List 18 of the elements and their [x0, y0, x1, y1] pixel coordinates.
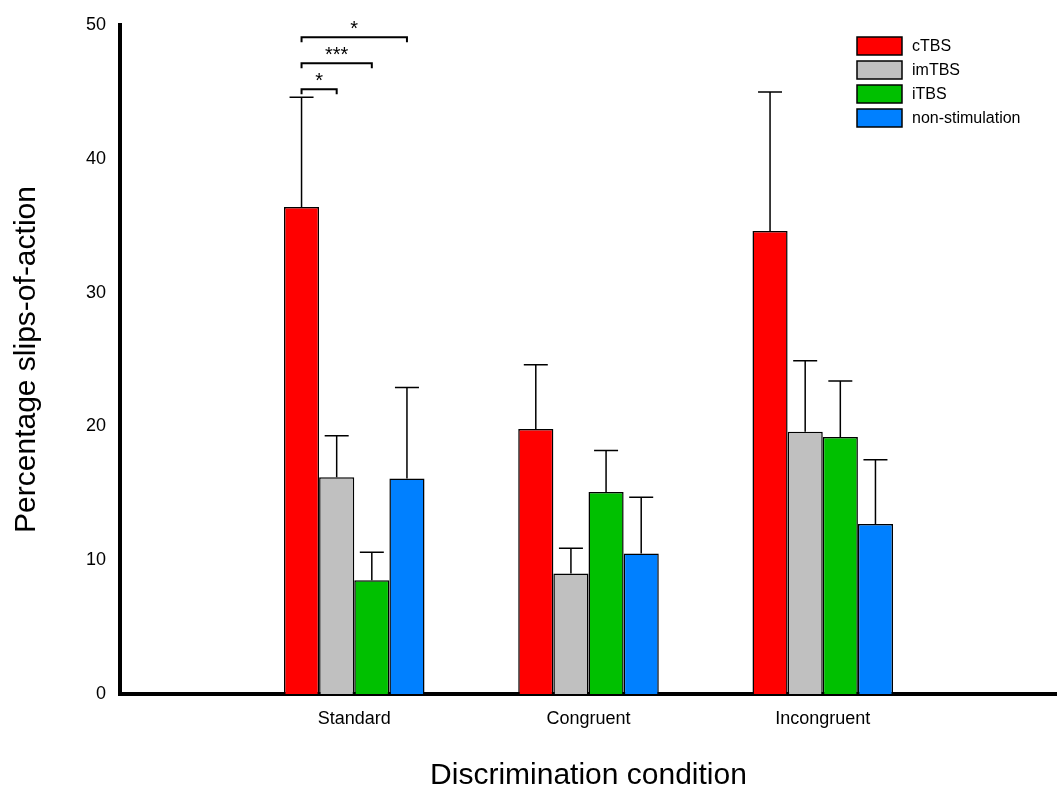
legend-label: iTBS — [912, 85, 947, 103]
x-tick-label: Congruent — [546, 707, 631, 728]
x-tick-label: Incongruent — [775, 707, 871, 728]
y-tick-label: 30 — [85, 281, 106, 302]
y-tick-label: 10 — [85, 549, 106, 570]
y-tick-label: 40 — [85, 147, 106, 168]
annotation: * — [315, 68, 324, 91]
legend-label: cTBS — [912, 37, 952, 55]
x-axis-title: Discrimination condition — [430, 757, 747, 791]
x-tick-label: Standard — [317, 707, 391, 728]
y-tick-label: 20 — [85, 415, 106, 436]
annotation: * — [350, 16, 359, 39]
y-axis-title: Percentage slips-of-action — [8, 186, 42, 533]
annotation: *** — [325, 42, 349, 65]
y-tick-label: 0 — [95, 682, 106, 703]
legend-label: imTBS — [912, 61, 960, 79]
legend-label: non-stimulation — [912, 109, 1021, 127]
y-tick-label: 50 — [85, 13, 106, 34]
